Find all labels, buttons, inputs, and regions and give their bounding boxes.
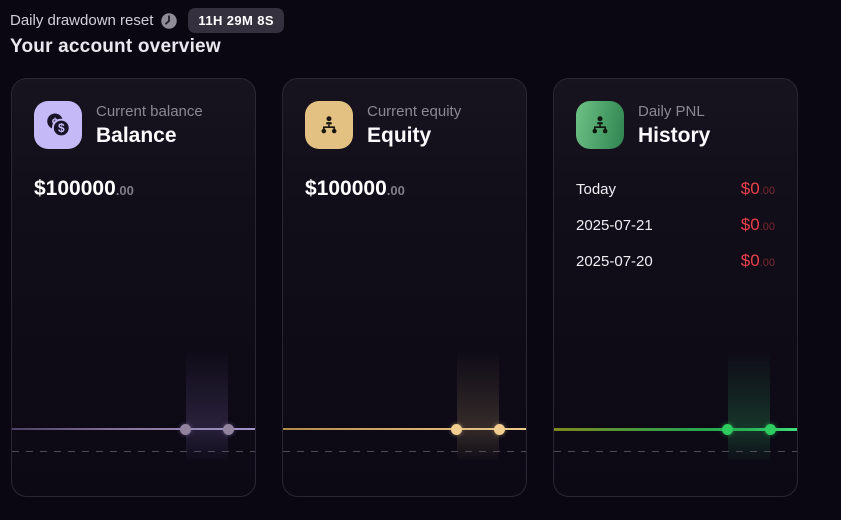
balance-amount-main: $100000: [34, 177, 116, 200]
equity-card[interactable]: Current equity Equity $100000.00: [282, 78, 527, 497]
equity-card-title: Equity: [367, 123, 432, 147]
balance-card-titles: Current balance Balance: [96, 103, 203, 148]
pnl-sparkline-line: [554, 428, 797, 431]
pnl-value-main: $0: [740, 251, 760, 270]
equity-sparkline-point: [451, 424, 462, 435]
equity-baseline-dashed: [283, 451, 526, 452]
balance-amount-decimal: .00: [115, 183, 134, 198]
balance-card[interactable]: ¢ $ Current balance Balance $100000.00: [11, 78, 256, 497]
pnl-row-label: 2025-07-20: [576, 253, 653, 270]
clock-icon: [160, 12, 178, 30]
balance-card-title: Balance: [96, 123, 177, 147]
equity-amount-decimal: .00: [386, 183, 405, 198]
page-title: Your account overview: [10, 36, 221, 57]
balance-card-header: ¢ $ Current balance Balance: [34, 101, 237, 149]
balance-card-subtitle: Current balance: [96, 102, 203, 120]
pnl-history-list: Today $0.00 2025-07-21 $0.00 2025-07-20 …: [576, 179, 775, 287]
balance-baseline-dashed: [12, 451, 255, 452]
pnl-sparkline-highlight-band: [728, 350, 770, 460]
history-card[interactable]: Daily PNL History Today $0.00 2025-07-21…: [553, 78, 798, 497]
pnl-history-row: 2025-07-20 $0.00: [576, 251, 775, 287]
coins-icon: ¢ $: [34, 101, 82, 149]
equity-card-titles: Current equity Equity: [367, 103, 461, 148]
equity-sparkline-highlight-band: [457, 350, 499, 460]
balance-sparkline-line: [12, 428, 255, 430]
history-card-subtitle: Daily PNL: [638, 102, 705, 120]
drawdown-reset-bar: Daily drawdown reset 11H 29M 8S: [10, 8, 284, 33]
cards-row: ¢ $ Current balance Balance $100000.00: [11, 78, 798, 497]
equity-card-subtitle: Current equity: [367, 102, 462, 120]
pnl-value-decimal: .00: [759, 257, 775, 269]
pnl-value-main: $0: [740, 215, 760, 234]
equity-card-header: Current equity Equity: [305, 101, 508, 149]
drawdown-reset-label: Daily drawdown reset: [10, 12, 154, 29]
pnl-row-label: 2025-07-21: [576, 217, 653, 234]
history-card-header: Daily PNL History: [576, 101, 779, 149]
equity-sparkline-line: [283, 428, 526, 430]
pnl-value-decimal: .00: [759, 221, 775, 233]
pnl-row-label: Today: [576, 181, 617, 198]
history-card-titles: Daily PNL History: [638, 103, 710, 148]
pnl-history-row: Today $0.00: [576, 179, 775, 215]
pnl-row-value: $0.00: [741, 251, 775, 271]
pnl-value-decimal: .00: [759, 185, 775, 197]
balance-sparkline-highlight-band: [186, 350, 228, 460]
hierarchy-icon: [305, 101, 353, 149]
pnl-value-main: $0: [740, 179, 760, 198]
pnl-sparkline-point: [722, 424, 733, 435]
balance-sparkline-point: [223, 424, 234, 435]
equity-sparkline-point: [494, 424, 505, 435]
balance-sparkline-point: [180, 424, 191, 435]
hierarchy-icon: [576, 101, 624, 149]
drawdown-timer-badge: 11H 29M 8S: [188, 8, 284, 33]
svg-text:$: $: [58, 121, 65, 135]
pnl-history-row: 2025-07-21 $0.00: [576, 215, 775, 251]
history-card-title: History: [638, 123, 711, 147]
pnl-sparkline-point: [765, 424, 776, 435]
pnl-row-value: $0.00: [741, 215, 775, 235]
balance-amount: $100000.00: [34, 177, 134, 201]
pnl-baseline-dashed: [554, 451, 797, 452]
equity-amount-main: $100000: [305, 177, 387, 200]
pnl-row-value: $0.00: [741, 179, 775, 199]
equity-amount: $100000.00: [305, 177, 405, 201]
